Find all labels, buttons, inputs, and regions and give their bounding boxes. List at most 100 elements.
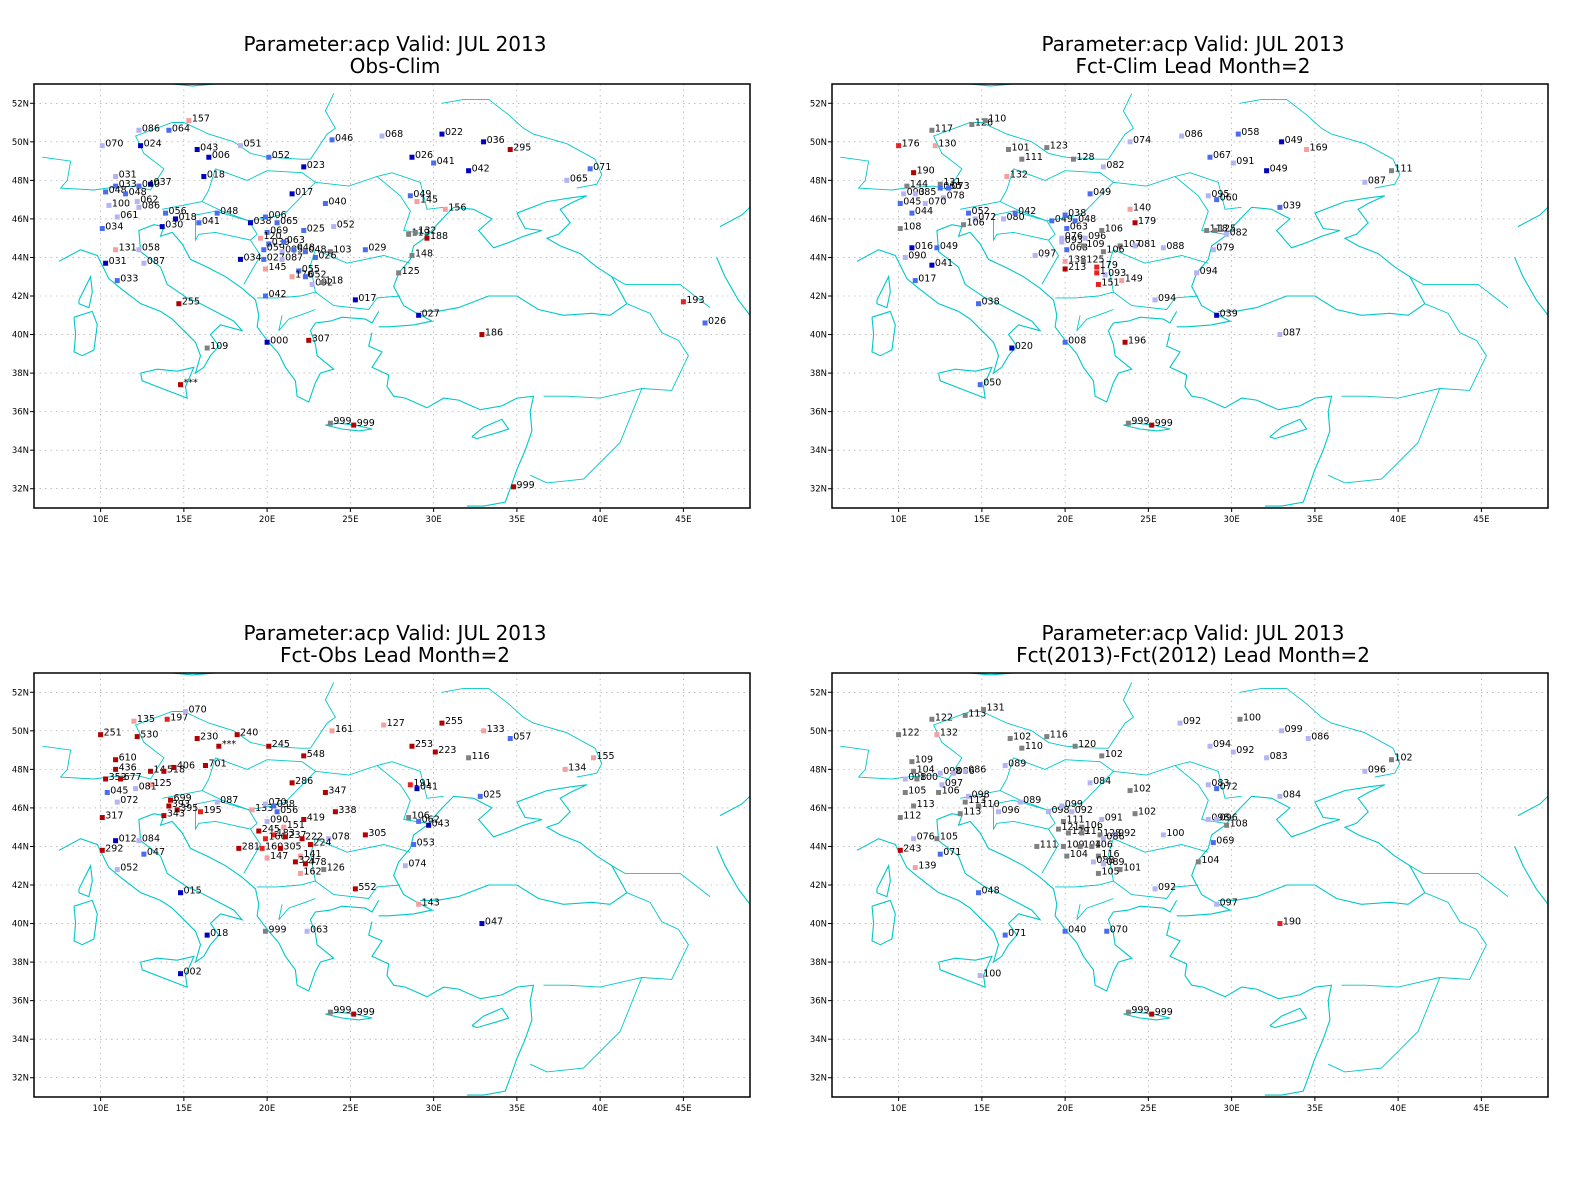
y-tick-label: 40N [810, 920, 827, 930]
station-marker [511, 484, 517, 490]
station-marker [951, 770, 957, 776]
border-line [543, 303, 689, 399]
station-value-label: 062 [140, 195, 158, 206]
station-marker [1019, 156, 1025, 162]
station-marker [897, 815, 903, 821]
station-marker [1204, 227, 1210, 233]
y-tick-label: 38N [810, 958, 827, 968]
y-tick-label: 44N [810, 253, 827, 263]
station-marker [1064, 853, 1070, 859]
station-value-label: 089 [1008, 759, 1026, 770]
station-marker [161, 813, 167, 819]
border-line [999, 168, 1115, 222]
station-value-label: 117 [935, 123, 953, 134]
border-line [993, 799, 1056, 831]
station-marker [262, 266, 268, 272]
station-marker [1100, 861, 1106, 867]
station-marker [171, 764, 177, 770]
station-marker [1094, 264, 1100, 270]
station-marker [911, 803, 917, 809]
station-marker [1279, 728, 1285, 734]
station-value-label: 006 [268, 210, 286, 221]
station-value-label: 149 [1125, 274, 1143, 285]
coastline [1176, 784, 1426, 917]
station-marker [329, 137, 335, 143]
station-marker [1224, 231, 1230, 237]
x-tick-label: 20E [1057, 1104, 1073, 1114]
station-marker [477, 793, 483, 799]
station-marker [351, 422, 357, 428]
station-value-label: 050 [983, 378, 1001, 389]
station-value-label: 086 [142, 200, 160, 211]
station-value-label: 230 [200, 732, 218, 743]
station-marker [329, 728, 335, 734]
station-value-label: 063 [1070, 222, 1088, 233]
station-marker [327, 249, 333, 255]
station-marker [214, 799, 220, 805]
station-value-label: 027 [422, 308, 440, 319]
station-value-label: 045 [110, 785, 128, 796]
coastline [938, 366, 993, 399]
border-line [1041, 239, 1060, 285]
coastline [1166, 921, 1333, 1096]
border-line [1113, 175, 1226, 235]
station-marker [909, 759, 915, 765]
coastline [957, 226, 1178, 403]
station-value-label: 112 [903, 811, 921, 822]
station-value-label: 039 [1283, 200, 1301, 211]
station-value-label: 243 [903, 843, 921, 854]
station-value-label: 036 [487, 135, 505, 146]
station-value-label: 145 [420, 195, 438, 206]
station-marker [266, 241, 272, 247]
station-value-label: 092 [1118, 828, 1136, 839]
coastline [876, 863, 891, 898]
station-marker [936, 789, 942, 795]
x-tick-label: 20E [259, 1104, 275, 1114]
station-marker [1080, 258, 1086, 264]
station-marker [934, 836, 940, 842]
station-marker [396, 270, 402, 276]
station-value-label: 148 [415, 249, 433, 260]
coastline [1176, 195, 1426, 328]
station-value-label: 059 [267, 243, 285, 254]
station-value-label: 094 [1200, 266, 1218, 277]
station-marker [922, 200, 928, 206]
coastlines [840, 84, 1548, 507]
station-marker [929, 127, 935, 133]
station-marker [402, 863, 408, 869]
y-tick-label: 38N [810, 369, 827, 379]
station-marker [1207, 154, 1213, 160]
station-value-label: 110 [1025, 741, 1043, 752]
panel-title-line1: Parameter:acp Valid: JUL 2013 [1041, 32, 1345, 56]
border-line [162, 790, 203, 799]
station-value-label: 100 [920, 772, 938, 783]
station-value-label: 100 [112, 198, 130, 209]
station-value-label: 104 [1070, 849, 1088, 860]
station-value-label: 052 [120, 863, 138, 874]
station-marker [247, 220, 253, 226]
coastline [78, 863, 93, 898]
station-marker [1214, 816, 1220, 822]
station-marker [1212, 227, 1218, 233]
station-value-label: 125 [1218, 223, 1236, 234]
station-value-label: 070 [1110, 924, 1128, 935]
map-panel-fct-clim: Parameter:acp Valid: JUL 2013 Fct-Clim L… [798, 0, 1588, 560]
station-marker [1205, 193, 1211, 199]
station-value-label: 190 [917, 166, 935, 177]
station-marker [186, 118, 192, 124]
station-marker [1388, 168, 1394, 174]
x-tick-label: 35E [1307, 515, 1323, 525]
station-value-label: 132 [1010, 170, 1028, 181]
station-value-label: 042 [1018, 206, 1036, 217]
station-value-label: 186 [485, 328, 503, 339]
station-marker [702, 320, 708, 326]
station-marker [939, 782, 945, 788]
station-value-label: 111 [1066, 814, 1084, 825]
station-value-label: 034 [243, 252, 261, 263]
station-value-label: 049 [1270, 164, 1288, 175]
station-marker [362, 832, 368, 838]
station-value-label: 052 [308, 270, 326, 281]
station-value-label: 086 [1185, 129, 1203, 140]
station-value-label: 191 [413, 778, 431, 789]
station-marker [1012, 210, 1018, 216]
